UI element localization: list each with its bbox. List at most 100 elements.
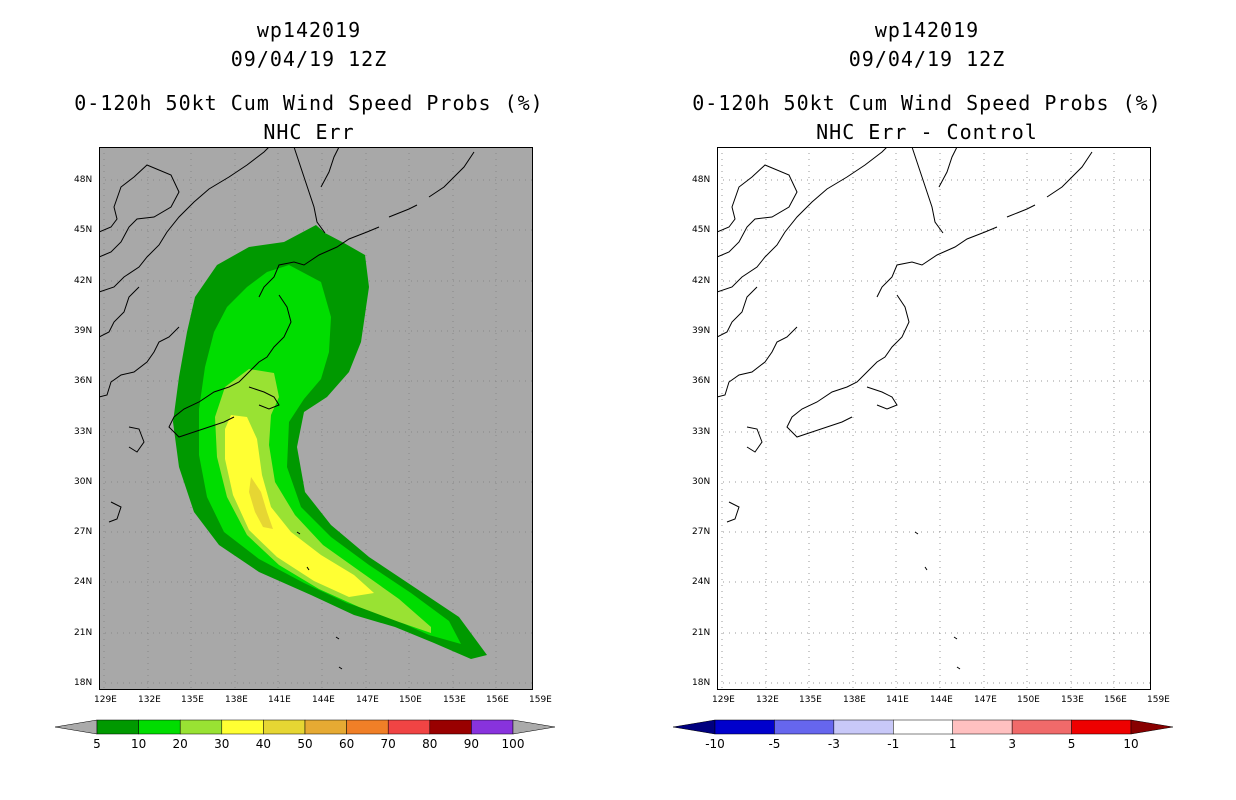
lat-label-33: 33N (74, 427, 93, 437)
probability-legend-right-triangle (512, 719, 555, 735)
map-background (717, 147, 1151, 690)
difference-legend-right-triangle (1130, 719, 1173, 735)
difference-legend-label: 3 (1008, 737, 1016, 751)
probability-legend-box (138, 719, 181, 735)
difference-legend-box (774, 719, 835, 735)
lat-label-21: 21N (692, 628, 711, 638)
storm-id-title: wp142019 (874, 18, 980, 42)
lat-label-18: 18N (692, 678, 711, 688)
probability-legend-box (221, 719, 264, 735)
date-title: 09/04/19 12Z (848, 47, 1006, 71)
difference-legend-box (1011, 719, 1072, 735)
lat-label-24: 24N (692, 577, 711, 587)
lon-label-150: 150E (1017, 695, 1040, 705)
lat-label-30: 30N (692, 477, 711, 487)
difference-legend-box (833, 719, 894, 735)
lat-label-42: 42N (692, 276, 711, 286)
lon-label-153: 153E (443, 695, 466, 705)
product-title: 0-120h 50kt Cum Wind Speed Probs (%) (692, 91, 1162, 115)
date-title: 09/04/19 12Z (230, 47, 388, 71)
difference-legend-box (714, 719, 775, 735)
difference-legend-label: -10 (705, 737, 725, 751)
lon-label-147: 147E (974, 695, 997, 705)
prob-band-40 (249, 477, 273, 529)
difference-map (717, 147, 1151, 690)
lat-label-39: 39N (692, 326, 711, 336)
coastlines (99, 147, 475, 670)
lon-label-156: 156E (1104, 695, 1127, 705)
lon-label-153: 153E (1061, 695, 1084, 705)
product-title: 0-120h 50kt Cum Wind Speed Probs (%) (74, 91, 544, 115)
probability-legend-box (263, 719, 306, 735)
subtitle: NHC Err (263, 120, 355, 144)
lat-label-30: 30N (74, 477, 93, 487)
difference-legend-box (893, 719, 953, 735)
lon-label-135: 135E (799, 695, 822, 705)
lat-label-24: 24N (74, 577, 93, 587)
lon-label-150: 150E (399, 695, 422, 705)
lat-label-33: 33N (692, 427, 711, 437)
lat-label-39: 39N (74, 326, 93, 336)
probability-legend-box (471, 719, 514, 735)
probability-legend-box (429, 719, 472, 735)
lon-label-138: 138E (843, 695, 866, 705)
probability-legend-label: 80 (422, 737, 437, 751)
lat-label-21: 21N (74, 628, 93, 638)
grid-lines (717, 147, 1151, 690)
difference-legend-box (1071, 719, 1132, 735)
lon-label-129: 129E (712, 695, 735, 705)
probability-legend-label: 10 (131, 737, 146, 751)
right-panel: wp142019 09/04/19 12Z 0-120h 50kt Cum Wi… (618, 0, 1236, 800)
lon-label-156: 156E (486, 695, 509, 705)
probability-legend-box (346, 719, 389, 735)
difference-legend-label: 5 (1068, 737, 1076, 751)
lon-label-144: 144E (312, 695, 335, 705)
difference-color-legend: -10 -5 -3 -1 1 3 5 10 (673, 719, 1173, 751)
left-panel: wp142019 09/04/19 12Z 0-120h 50kt Cum Wi… (55, 18, 555, 751)
difference-legend-label: 1 (949, 737, 957, 751)
lat-label-48: 48N (692, 175, 711, 185)
probability-legend-left-triangle (55, 719, 98, 735)
probability-map (99, 147, 533, 690)
coastlines (717, 147, 1093, 670)
probability-legend-label: 100 (502, 737, 525, 751)
lat-label-45: 45N (74, 225, 93, 235)
probability-legend-label: 30 (214, 737, 229, 751)
lat-label-42: 42N (74, 276, 93, 286)
lon-label-159: 159E (1147, 695, 1170, 705)
storm-id-title: wp142019 (256, 18, 362, 42)
lon-label-138: 138E (225, 695, 248, 705)
probability-color-legend: 5 10 20 30 40 50 60 70 80 90 100 (55, 719, 555, 751)
difference-legend-left-triangle (673, 719, 716, 735)
difference-legend-box (952, 719, 1013, 735)
probability-legend-box (387, 719, 431, 735)
probability-legend-box (179, 719, 223, 735)
lon-label-147: 147E (356, 695, 379, 705)
probability-legend-label: 40 (256, 737, 271, 751)
lat-label-27: 27N (74, 527, 93, 537)
prob-band-20 (215, 369, 431, 633)
lon-label-144: 144E (930, 695, 953, 705)
lon-label-159: 159E (529, 695, 552, 705)
lat-label-36: 36N (692, 376, 711, 386)
lon-label-141: 141E (268, 695, 291, 705)
probability-legend-box (96, 719, 139, 735)
probability-legend-label: 70 (381, 737, 396, 751)
lon-label-132: 132E (756, 695, 779, 705)
probability-legend-label: 5 (93, 737, 101, 751)
lat-label-48: 48N (74, 175, 93, 185)
difference-legend-label: -3 (828, 737, 840, 751)
lon-label-141: 141E (886, 695, 909, 705)
probability-legend-label: 90 (464, 737, 479, 751)
subtitle: NHC Err - Control (816, 120, 1038, 144)
lat-label-27: 27N (692, 527, 711, 537)
probability-legend-label: 20 (173, 737, 188, 751)
difference-legend-label: -1 (887, 737, 899, 751)
lat-label-45: 45N (692, 225, 711, 235)
probability-legend-label: 60 (339, 737, 354, 751)
lon-label-135: 135E (181, 695, 204, 705)
lon-label-129: 129E (94, 695, 117, 705)
difference-legend-label: 10 (1123, 737, 1138, 751)
probability-legend-box (304, 719, 347, 735)
lon-label-132: 132E (138, 695, 161, 705)
